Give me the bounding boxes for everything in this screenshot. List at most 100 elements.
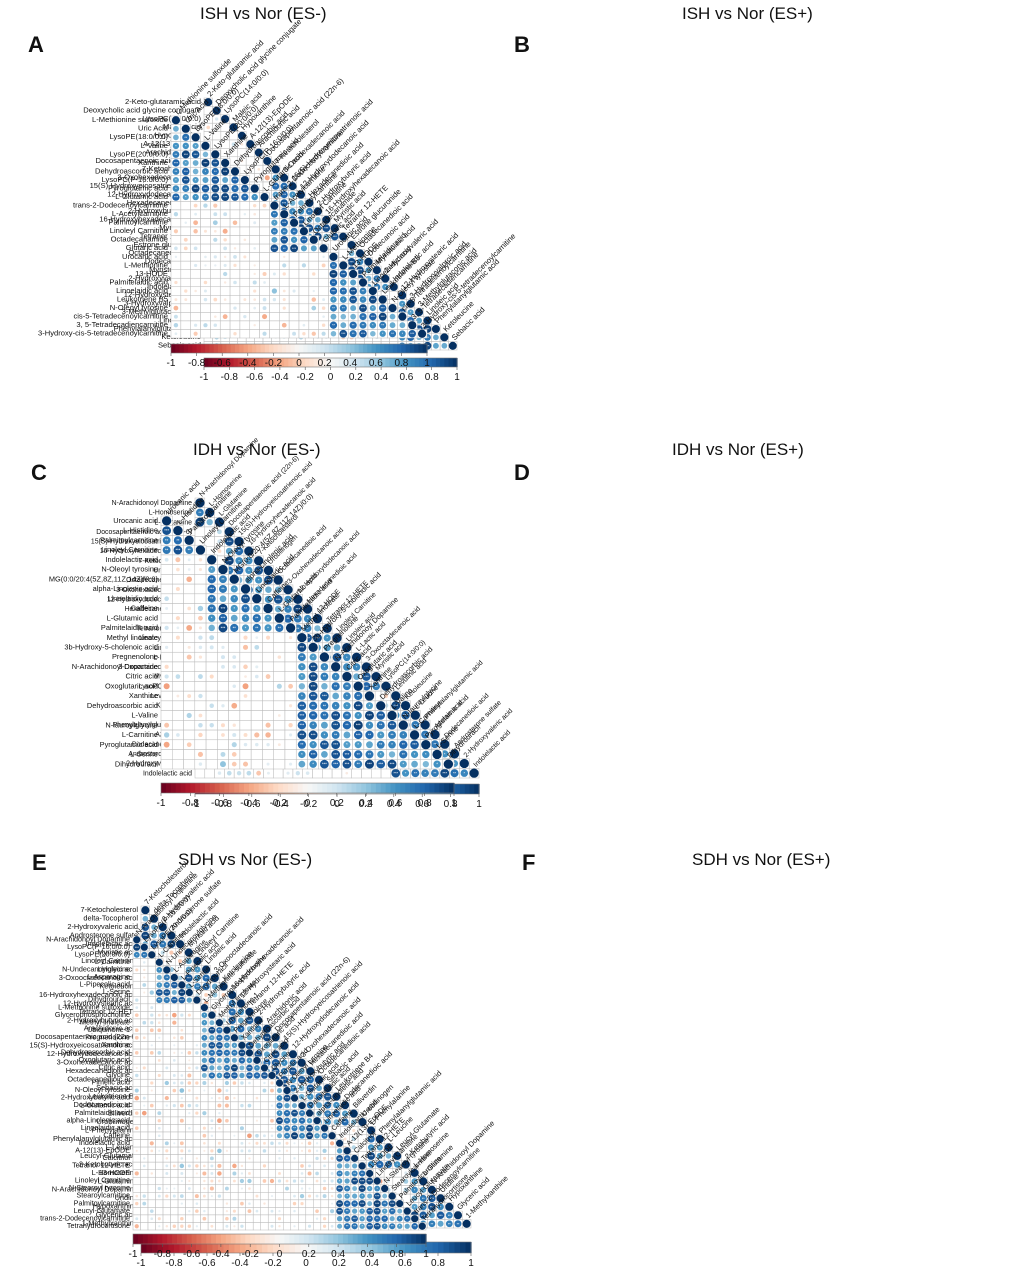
correlation-circle	[289, 733, 293, 737]
row-label: Pregnenolone	[112, 652, 158, 661]
colorbar-segment	[360, 358, 365, 367]
colorbar-segment	[239, 344, 245, 353]
heatmap-cell	[172, 603, 184, 614]
correlation-circle	[423, 316, 432, 325]
correlation-circle	[391, 691, 401, 701]
significance-mark: ***	[333, 752, 338, 757]
correlation-circle	[359, 304, 367, 313]
correlation-circle	[297, 701, 307, 710]
heatmap-cell	[205, 759, 218, 770]
colorbar-segment	[423, 358, 429, 367]
significance-mark: ***	[345, 752, 350, 757]
heatmap-cell	[239, 243, 251, 253]
correlation-circle	[387, 720, 397, 730]
significance-mark: **	[453, 771, 457, 776]
correlation-circle	[198, 693, 203, 699]
significance-mark: **	[165, 538, 169, 543]
colorbar-segment	[258, 783, 265, 793]
correlation-circle	[399, 330, 406, 338]
correlation-circle	[243, 238, 247, 242]
heatmap-cell	[250, 681, 263, 692]
correlation-circle	[284, 595, 292, 604]
correlation-circle	[378, 312, 387, 321]
significance-mark: **	[204, 196, 207, 200]
correlation-circle	[264, 575, 273, 585]
colorbar-segment	[302, 783, 309, 793]
significance-mark: ***	[442, 771, 447, 776]
heatmap-cell	[200, 218, 211, 228]
correlation-circle	[176, 733, 180, 737]
heatmap-cell	[239, 320, 251, 330]
correlation-circle	[350, 279, 357, 286]
heatmap-cell	[194, 681, 207, 692]
correlation-circle	[174, 246, 178, 251]
correlation-circle	[354, 730, 363, 740]
correlation-circle	[214, 117, 219, 121]
colorbar-segment	[351, 358, 357, 367]
correlation-circle	[298, 683, 306, 690]
colorbar-segment	[444, 783, 450, 793]
heatmap-cell	[273, 749, 286, 760]
colorbar-tick-label: -1	[191, 799, 200, 810]
correlation-circle	[411, 760, 418, 768]
heatmap-cell	[194, 583, 207, 595]
heatmap-cell	[194, 739, 207, 750]
heatmap-cell	[228, 632, 241, 643]
colorbar-tick-label: 0.8	[418, 798, 432, 809]
significance-mark: *	[346, 694, 348, 699]
heatmap-cell	[160, 613, 173, 624]
heatmap-cell	[217, 690, 229, 702]
colorbar-segment	[185, 783, 191, 793]
row-label: Uric Acid	[138, 124, 168, 133]
correlation-circle	[220, 723, 225, 728]
heatmap-cell	[200, 312, 211, 322]
correlation-circle	[232, 220, 238, 226]
significance-mark: ***	[333, 235, 338, 239]
heatmap-cell	[273, 690, 286, 702]
heatmap-cell	[219, 303, 231, 313]
correlation-circle	[221, 158, 230, 168]
correlation-circle	[340, 279, 347, 286]
correlation-circle	[354, 711, 362, 720]
significance-mark: **	[352, 324, 355, 328]
correlation-circle	[191, 150, 200, 159]
significance-mark: **	[296, 626, 300, 631]
heatmap-cell	[239, 269, 251, 279]
colorbar-segment	[410, 783, 416, 793]
colorbar-segment	[346, 783, 353, 793]
panel-letter: B	[514, 32, 530, 57]
colorbar-tick-label: 0.2	[330, 798, 344, 809]
correlation-circle	[265, 732, 271, 738]
panel-B: ISH vs Nor (ES+) B ** * * * ** *** *** *** * *** *…	[38, 0, 1029, 400]
heatmap-cell	[288, 269, 300, 279]
correlation-circle	[280, 236, 289, 244]
correlation-circle	[265, 722, 271, 728]
significance-mark: **	[210, 577, 214, 582]
correlation-circle	[349, 321, 357, 329]
heatmap-cell	[250, 700, 263, 711]
colorbar-segment	[271, 358, 277, 367]
correlation-circle	[208, 566, 216, 574]
correlation-circle	[330, 330, 337, 337]
heatmap-cell	[172, 710, 184, 721]
significance-mark: ***	[361, 307, 366, 311]
correlation-circle	[400, 700, 411, 711]
correlation-circle	[241, 604, 250, 613]
significance-mark: ***	[356, 723, 361, 728]
significance-mark: *	[211, 616, 213, 621]
heatmap-cell	[183, 681, 196, 692]
correlation-circle	[262, 297, 267, 302]
colorbar-segment	[328, 344, 334, 353]
correlation-circle	[194, 263, 198, 268]
correlation-circle	[182, 142, 189, 150]
heatmap-cell	[239, 303, 251, 313]
correlation-circle	[322, 224, 331, 232]
significance-mark: **	[390, 732, 394, 737]
significance-mark: ***	[390, 762, 395, 767]
significance-mark: ***	[367, 713, 372, 718]
row-label: 3-Oxohexadecanoic acid	[116, 587, 192, 594]
correlation-circle	[217, 539, 222, 544]
correlation-circle	[172, 185, 180, 192]
significance-mark: **	[237, 549, 241, 554]
colorbar-segment	[324, 344, 330, 353]
